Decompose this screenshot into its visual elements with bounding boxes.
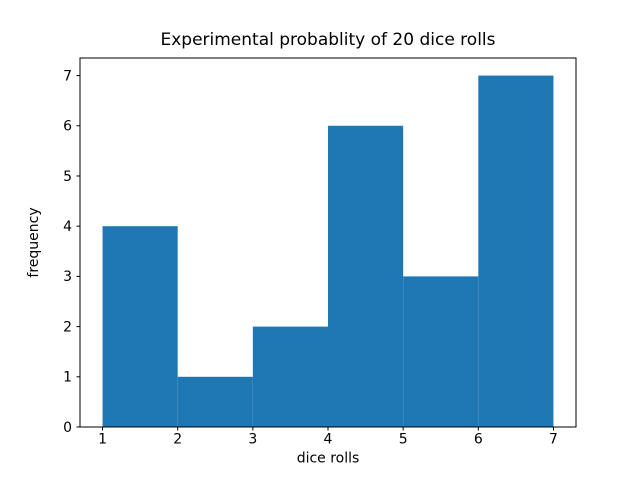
histogram-bar xyxy=(177,376,253,427)
histogram-bar xyxy=(102,226,178,427)
x-tick-label: 3 xyxy=(248,432,257,448)
y-tick-label: 4 xyxy=(63,219,72,235)
x-tick-label: 6 xyxy=(474,432,483,448)
axes-layer: 1 2 3 4 5 6 7 0 1 2 3 4 5 6 7 xyxy=(63,57,577,448)
histogram-bar xyxy=(328,125,404,427)
y-tick-label: 5 xyxy=(63,169,72,185)
x-tick-label: 1 xyxy=(98,432,107,448)
chart-title: Experimental probablity of 20 dice rolls xyxy=(160,30,495,50)
bars-layer xyxy=(102,75,554,428)
histogram-bar xyxy=(252,326,328,427)
histogram-bar xyxy=(478,75,554,428)
x-tick-label: 4 xyxy=(324,432,333,448)
y-tick-label: 7 xyxy=(63,68,72,84)
y-axis-label: frequency xyxy=(26,207,42,277)
y-tick-label: 1 xyxy=(63,370,72,386)
x-axis-label: dice rolls xyxy=(297,451,360,467)
y-tick-label: 0 xyxy=(63,420,72,436)
y-tick-label: 3 xyxy=(63,269,72,285)
y-tick-label: 6 xyxy=(63,119,72,135)
x-tick-label: 7 xyxy=(549,432,558,448)
x-tick-label: 5 xyxy=(399,432,408,448)
histogram-bar xyxy=(403,276,479,427)
x-tick-label: 2 xyxy=(173,432,182,448)
y-tick-label: 2 xyxy=(63,319,72,335)
